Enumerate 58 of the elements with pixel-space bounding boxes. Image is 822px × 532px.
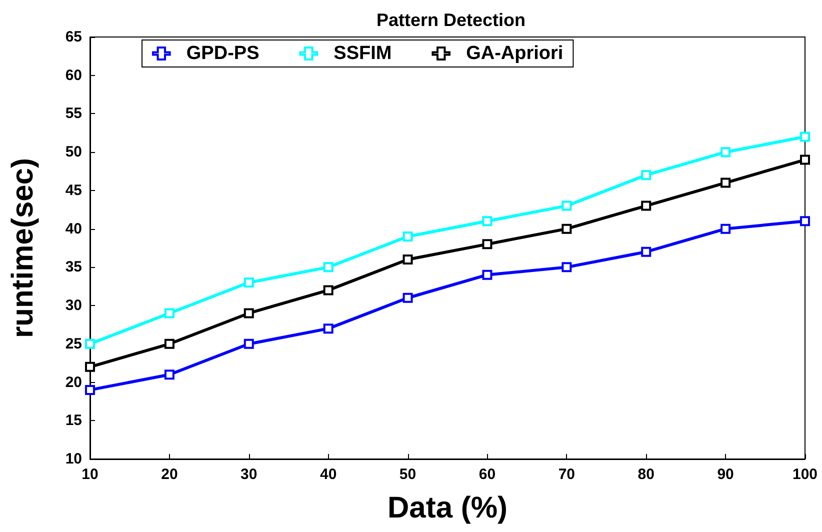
x-tick-label: 70 [558, 466, 576, 483]
x-tick-label: 10 [82, 466, 98, 483]
point [641, 246, 652, 257]
point [244, 308, 254, 318]
point [720, 224, 731, 234]
x-tick-label: 80 [638, 466, 654, 483]
y-tick-label: 10 [65, 450, 82, 468]
y-tick-label: 50 [65, 144, 82, 161]
point [562, 262, 572, 272]
y-tick-label: 40 [65, 220, 82, 238]
x-tick-label: 20 [161, 466, 178, 483]
point [402, 292, 413, 303]
point [562, 224, 572, 234]
x-tick-label: 30 [240, 466, 258, 483]
point [800, 132, 810, 142]
legend-label: GA-Apriori [466, 43, 564, 64]
y-tick-label: 65 [65, 28, 82, 46]
x-tick-label: 90 [717, 466, 734, 483]
point [244, 278, 254, 288]
point [562, 200, 572, 211]
y-axis-title: runtime(sec) [6, 158, 40, 338]
point [482, 270, 492, 280]
point [323, 285, 334, 296]
point [402, 231, 413, 242]
point [482, 239, 492, 250]
point [323, 324, 334, 334]
y-tick-label: 35 [65, 258, 82, 276]
point [323, 262, 334, 272]
x-tick-label: 60 [478, 466, 496, 483]
point [164, 370, 174, 380]
legend-label: GPD-PS [186, 43, 260, 64]
point [720, 147, 731, 158]
point [641, 170, 652, 180]
y-tick-label: 25 [65, 335, 82, 352]
y-tick-label: 55 [65, 105, 82, 122]
y-tick-label: 30 [65, 297, 82, 314]
point [720, 178, 731, 188]
chart-title: Pattern Detection [376, 10, 526, 30]
y-tick-label: 15 [65, 412, 82, 430]
point [482, 216, 492, 226]
x-tick-label: 40 [320, 466, 337, 483]
x-tick-label: 50 [399, 466, 416, 483]
point [641, 200, 652, 211]
y-tick-label: 45 [65, 182, 82, 199]
point [244, 338, 254, 349]
point [85, 338, 95, 349]
y-tick-label: 60 [65, 66, 82, 84]
point [85, 384, 95, 395]
point [85, 362, 95, 372]
point [164, 308, 174, 318]
x-axis-title: Data (%) [387, 492, 508, 524]
point [164, 338, 174, 349]
point [800, 154, 810, 165]
point [800, 216, 810, 226]
y-tick-label: 20 [65, 374, 82, 391]
x-tick-label: 100 [792, 466, 818, 483]
point [402, 254, 413, 265]
legend-label: SSFIM [334, 43, 392, 64]
